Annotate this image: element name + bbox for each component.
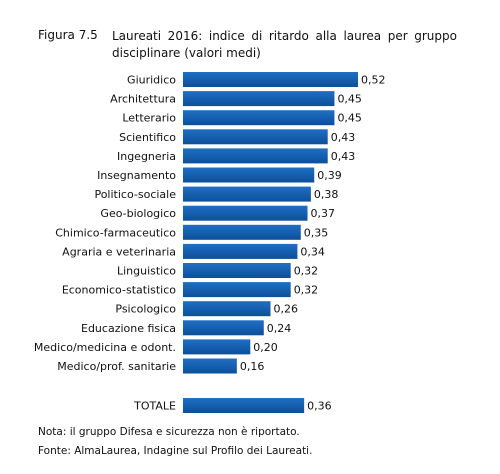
value-label-7: 0,37: [311, 207, 336, 220]
value-label-14: 0,20: [253, 341, 277, 354]
bar-6: [183, 186, 311, 202]
value-label-2: 0,45: [337, 112, 362, 125]
value-label-5: 0,39: [317, 169, 342, 182]
category-label-13: Educazione fisica: [81, 322, 176, 335]
bar-1: [183, 91, 335, 107]
value-label-8: 0,35: [304, 226, 329, 239]
value-label-0: 0,52: [361, 74, 386, 87]
category-label-5: Insegnamento: [97, 169, 176, 182]
category-label-9: Agraria e veterinaria: [62, 245, 176, 258]
bar-15: [183, 358, 237, 374]
bar-0: [183, 72, 358, 87]
category-label-12: Psicologico: [115, 303, 176, 316]
value-label-15: 0,16: [240, 360, 265, 373]
value-label-9: 0,34: [300, 245, 325, 258]
value-label-6: 0,38: [314, 188, 339, 201]
value-label-3: 0,43: [331, 131, 356, 144]
category-label-3: Scientifico: [119, 131, 176, 144]
value-label-10: 0,32: [294, 265, 319, 278]
bar-12: [183, 301, 271, 317]
category-label-7: Geo-biologico: [100, 207, 176, 220]
bar-8: [183, 224, 301, 240]
figure-label: Figura 7.5: [38, 28, 98, 42]
bar-total: [183, 398, 305, 413]
category-label-4: Ingegneria: [117, 150, 176, 163]
category-label-1: Architettura: [110, 93, 176, 106]
bar-5: [183, 167, 315, 183]
category-label-total: TOTALE: [133, 400, 176, 413]
bar-2: [183, 110, 335, 126]
bars-layer: Giuridico 0,52 Architettura 0,45 Letterario 0…: [34, 72, 386, 413]
value-label-total: 0,36: [307, 400, 332, 413]
bar-11: [183, 282, 291, 298]
category-label-8: Chimico-farmaceutico: [55, 226, 176, 239]
category-label-14: Medico/medicina e odont.: [34, 341, 176, 354]
bar-4: [183, 148, 328, 164]
value-label-13: 0,24: [267, 322, 292, 335]
bar-13: [183, 320, 264, 336]
value-label-4: 0,43: [331, 150, 356, 163]
chart-source: Fonte: AlmaLaurea, Indagine sul Profilo …: [38, 445, 313, 457]
bar-14: [183, 339, 251, 355]
bar-7: [183, 205, 308, 221]
value-label-1: 0,45: [337, 93, 362, 106]
bar-10: [183, 263, 291, 278]
category-label-6: Politico-sociale: [94, 188, 176, 201]
category-label-0: Giuridico: [127, 74, 176, 87]
category-label-11: Economico-statistico: [62, 284, 176, 297]
category-label-15: Medico/prof. sanitarie: [57, 360, 176, 373]
value-label-12: 0,26: [274, 303, 299, 316]
value-label-11: 0,32: [294, 284, 319, 297]
bar-9: [183, 243, 298, 259]
category-label-2: Letterario: [122, 112, 176, 125]
category-label-10: Linguistico: [117, 265, 176, 278]
chart-note: Nota: il gruppo Difesa e sicurezza non è…: [38, 426, 300, 438]
figure-title: Laureati 2016: indice di ritardo alla la…: [112, 29, 457, 60]
bar-3: [183, 129, 328, 145]
